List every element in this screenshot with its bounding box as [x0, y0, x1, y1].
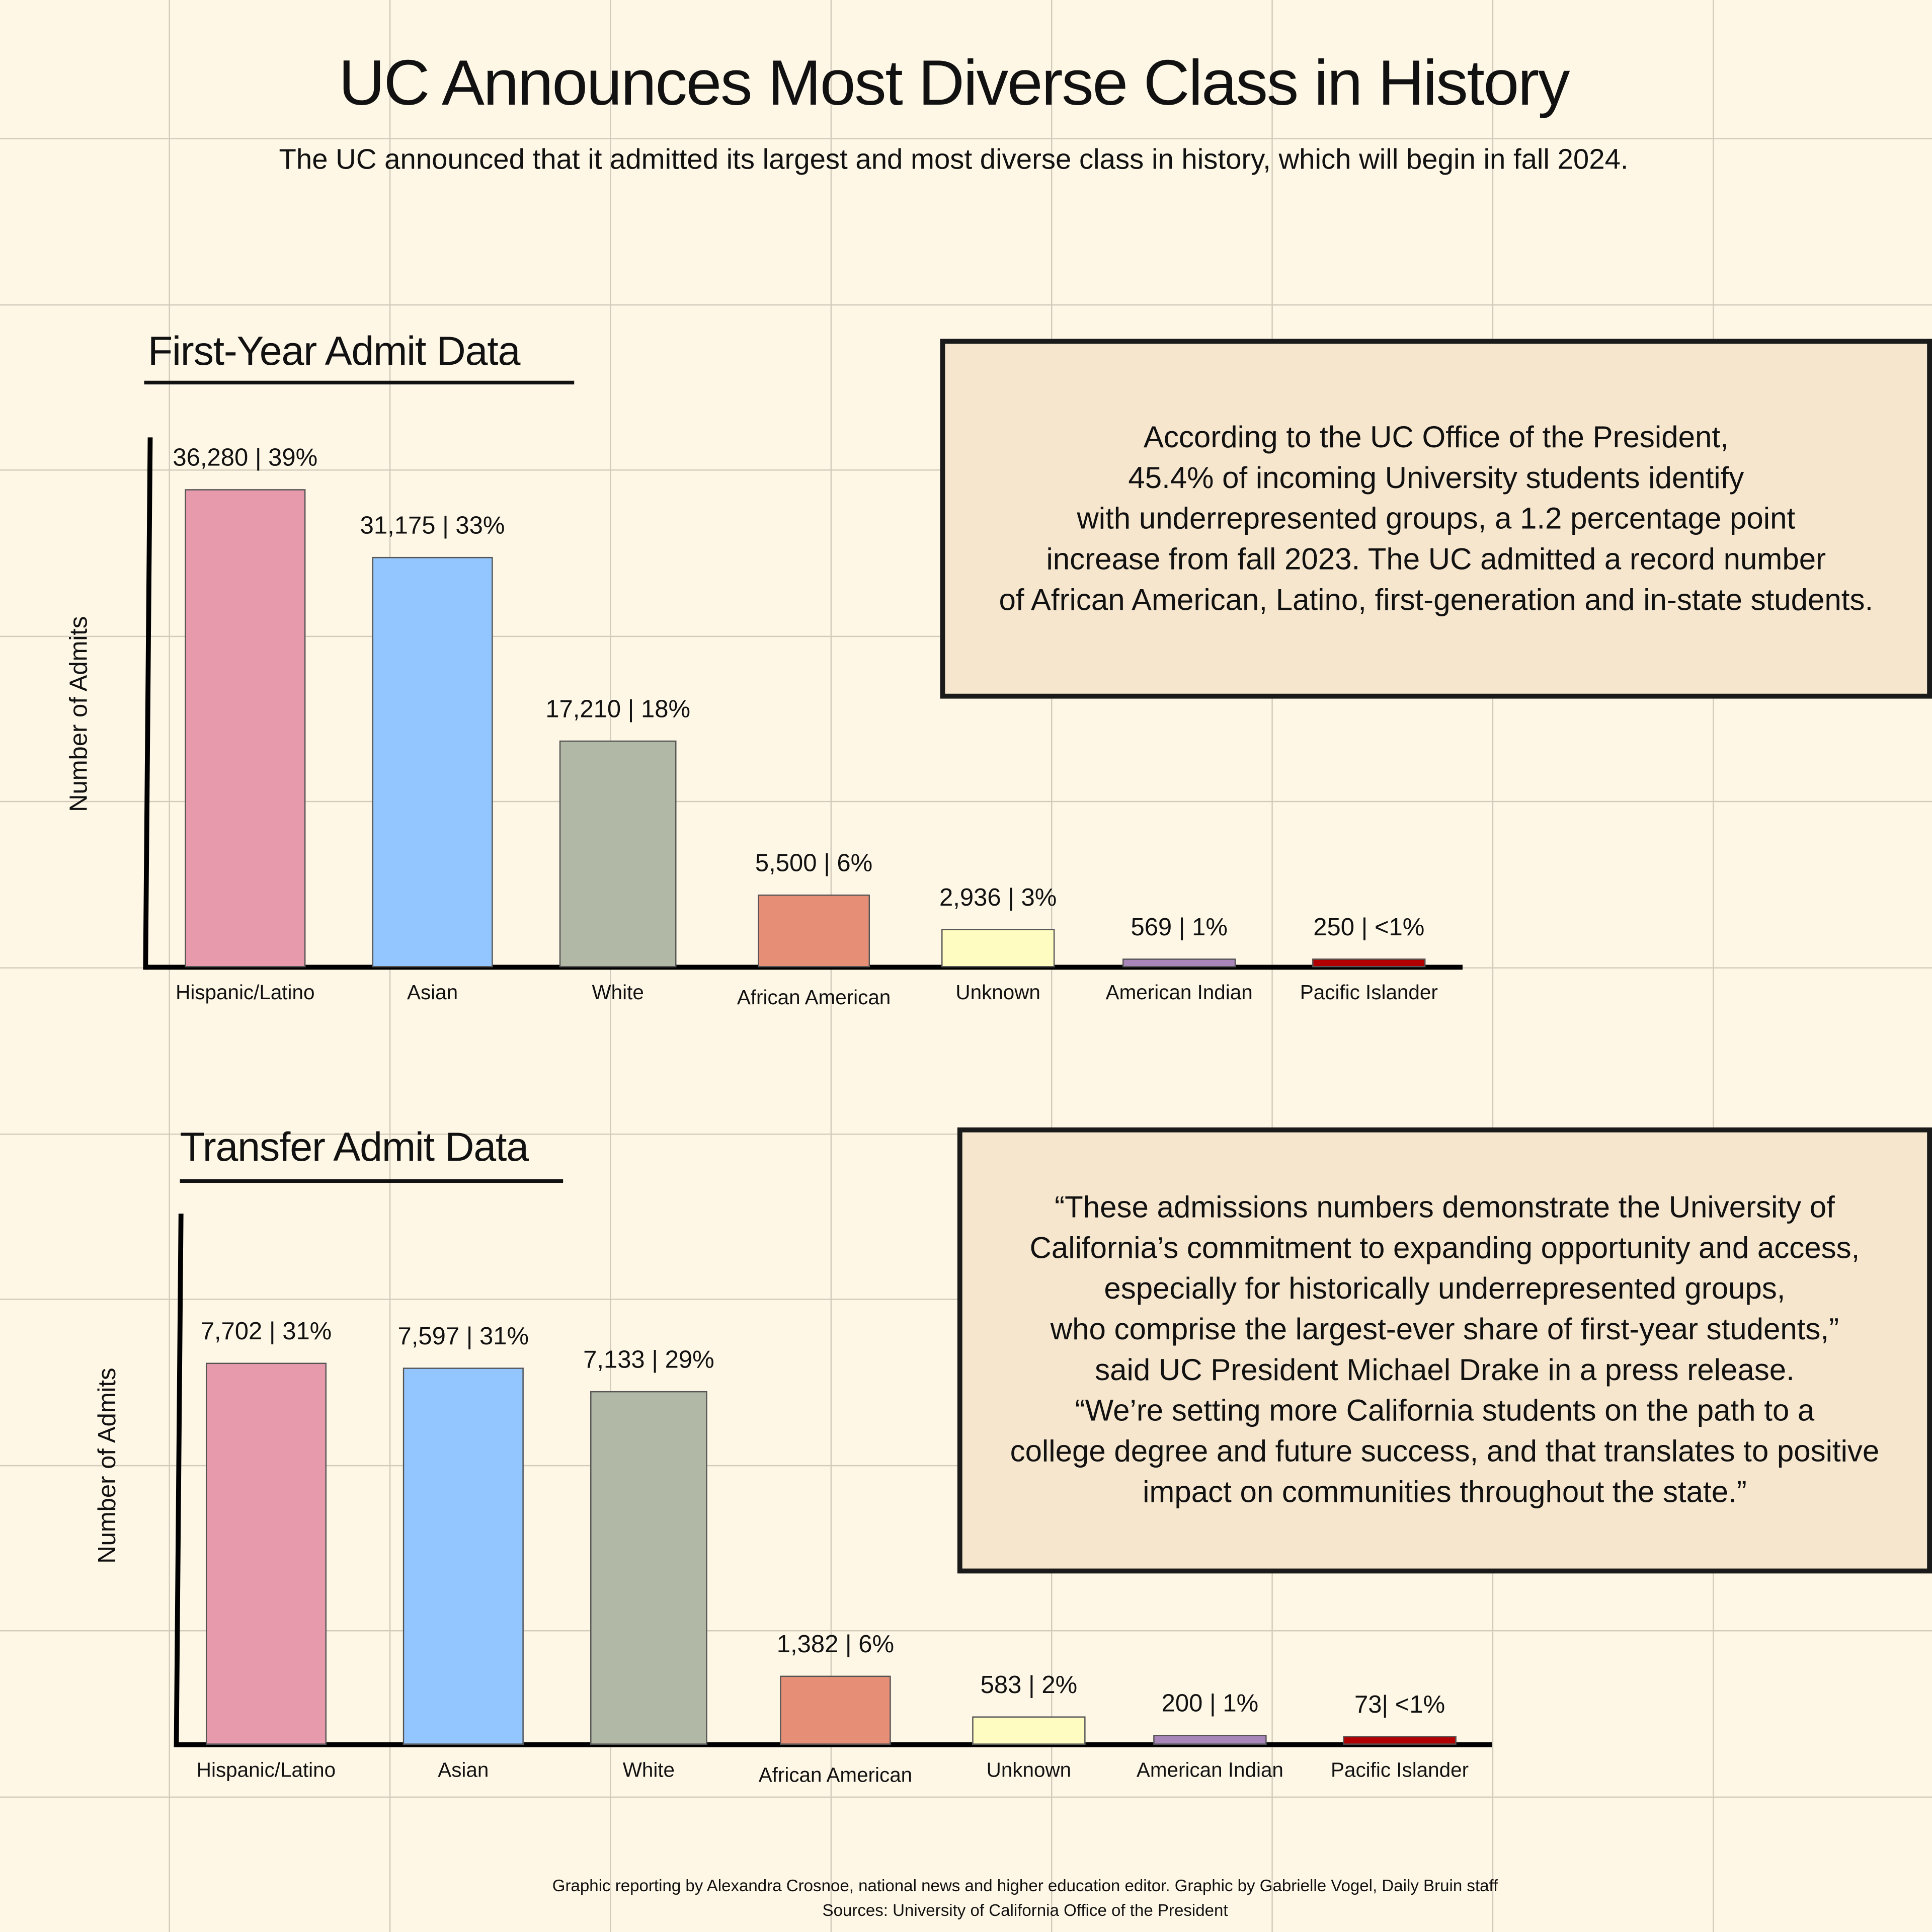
bar-hispanic-latino — [205, 1362, 327, 1745]
category-label: Asian — [407, 982, 458, 1004]
footer-credit: Graphic reporting by Alexandra Crosnoe, … — [552, 1876, 1498, 1895]
data-label: 7,133 | 29% — [583, 1346, 714, 1374]
grid-line-horizontal — [0, 801, 1932, 803]
grid-line-vertical — [1492, 0, 1494, 1932]
y-axis — [174, 1214, 184, 1747]
category-label: Pacific Islander — [1331, 1759, 1469, 1782]
category-label: White — [622, 1759, 675, 1782]
data-label: 17,210 | 18% — [545, 696, 691, 723]
info-box: According to the UC Office of the Presid… — [940, 339, 1932, 699]
grid-line-horizontal — [0, 138, 1932, 139]
category-label: American Indian — [1136, 1759, 1283, 1782]
y-axis — [143, 437, 153, 970]
data-label: 1,382 | 6% — [776, 1632, 895, 1659]
bar-unknown — [941, 928, 1055, 968]
bar-american-indian — [1122, 958, 1236, 968]
data-label: 73| <1% — [1354, 1692, 1445, 1719]
bar-african-american — [780, 1676, 891, 1745]
page-title: UC Announces Most Diverse Class in Histo… — [339, 48, 1570, 120]
bar-hispanic-latino — [185, 489, 306, 968]
category-label: White — [592, 982, 644, 1004]
data-label: 5,500 | 6% — [755, 850, 873, 878]
category-label: Unknown — [986, 1759, 1072, 1782]
bar-pacific-islander — [1312, 958, 1426, 968]
data-label: 36,280 | 39% — [173, 445, 318, 472]
data-label: 583 | 2% — [980, 1671, 1078, 1699]
title-underline — [144, 380, 575, 385]
footer-sources: Sources: University of California Office… — [822, 1901, 1228, 1920]
title-underline — [180, 1179, 564, 1183]
bar-pacific-islander — [1343, 1736, 1457, 1745]
data-label: 31,175 | 33% — [360, 512, 505, 539]
category-label: African American — [737, 987, 891, 1009]
category-label: Pacific Islander — [1300, 982, 1438, 1004]
category-label: Unknown — [955, 982, 1040, 1004]
bar-unknown — [972, 1716, 1086, 1745]
bar-african-american — [758, 895, 870, 968]
bar-asian — [403, 1367, 524, 1745]
data-label: 7,702 | 31% — [200, 1318, 332, 1346]
y-axis-label: Number of Admits — [66, 616, 93, 812]
category-label: American Indian — [1105, 982, 1253, 1004]
data-label: 250 | <1% — [1313, 914, 1425, 942]
data-label: 7,597 | 31% — [397, 1323, 529, 1351]
category-label: African American — [758, 1764, 913, 1787]
bar-american-indian — [1153, 1735, 1267, 1745]
data-label: 569 | 1% — [1131, 914, 1228, 942]
x-axis — [145, 964, 1463, 970]
bar-asian — [372, 556, 493, 968]
data-label: 2,936 | 3% — [939, 884, 1057, 912]
chart-title-first-year: First-Year Admit Data — [147, 328, 521, 374]
chart-title-transfer: Transfer Admit Data — [180, 1123, 529, 1170]
page-subtitle: The UC announced that it admitted its la… — [279, 143, 1629, 175]
quote-box: “These admissions numbers demonstrate th… — [957, 1127, 1932, 1574]
x-axis — [176, 1742, 1492, 1747]
grid-line-horizontal — [0, 1630, 1932, 1632]
grid-line-horizontal — [0, 303, 1932, 305]
grid-line-vertical — [1713, 0, 1714, 1932]
category-label: Hispanic/Latino — [176, 982, 315, 1004]
y-axis-label: Number of Admits — [94, 1367, 122, 1564]
data-label: 200 | 1% — [1161, 1690, 1259, 1718]
category-label: Hispanic/Latino — [196, 1759, 336, 1782]
bar-white — [590, 1391, 707, 1745]
category-label: Asian — [438, 1759, 489, 1782]
bar-white — [559, 740, 677, 968]
grid-line-horizontal — [0, 1796, 1932, 1798]
